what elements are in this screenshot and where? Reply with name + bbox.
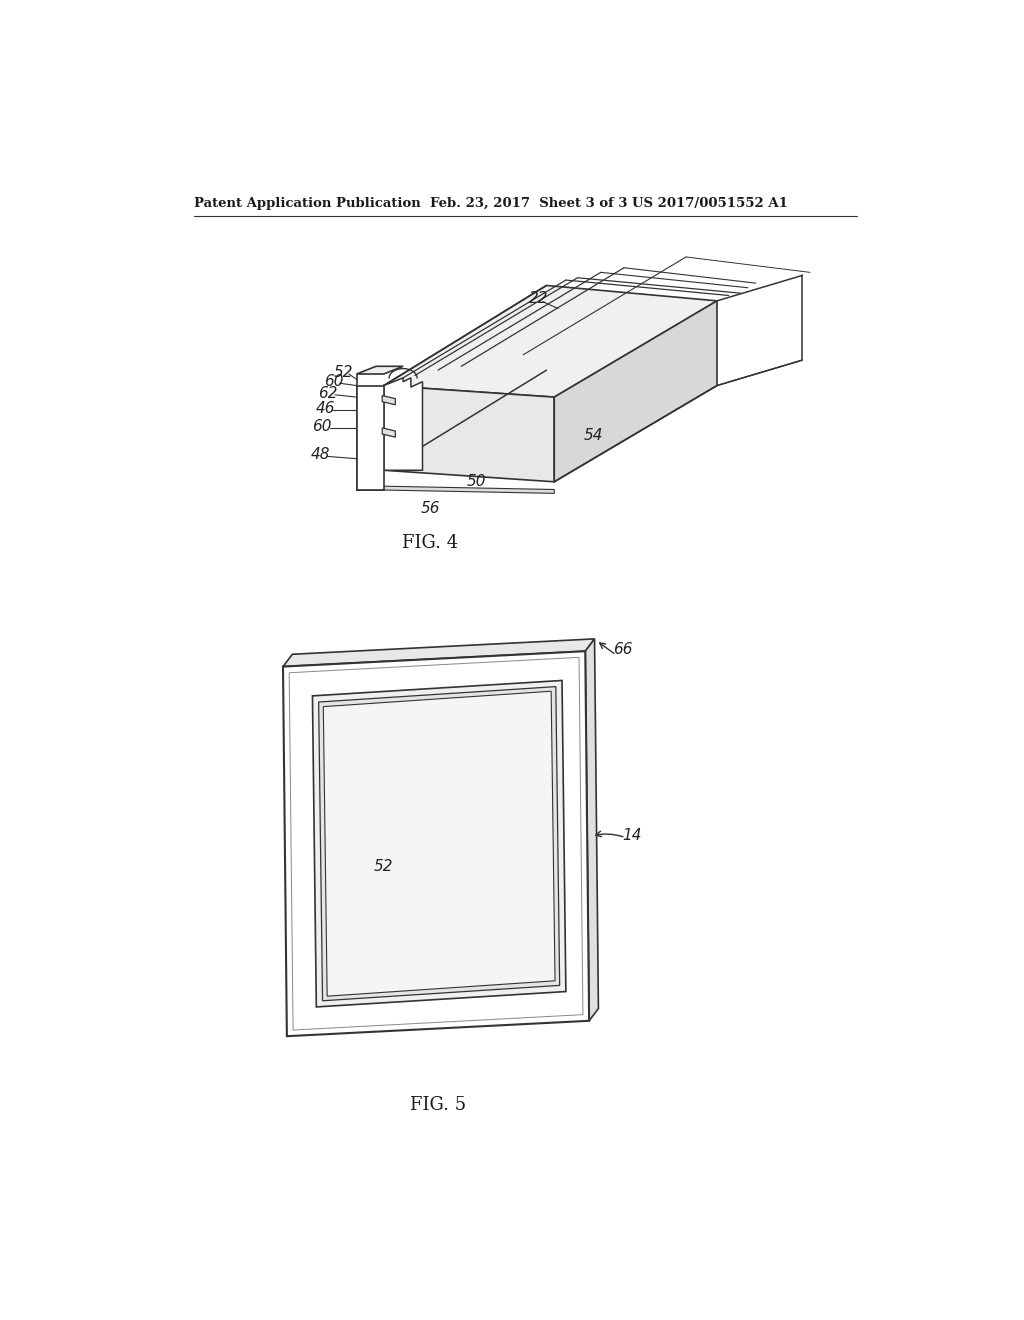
Polygon shape [382, 428, 395, 437]
Text: 46: 46 [315, 401, 336, 416]
Polygon shape [382, 396, 395, 405]
Polygon shape [283, 639, 595, 667]
Text: FIG. 5: FIG. 5 [410, 1097, 466, 1114]
Polygon shape [318, 686, 560, 1001]
Polygon shape [356, 486, 554, 494]
Text: US 2017/0051552 A1: US 2017/0051552 A1 [632, 197, 787, 210]
Text: Patent Application Publication: Patent Application Publication [194, 197, 421, 210]
Text: 54: 54 [584, 428, 603, 444]
Text: Feb. 23, 2017  Sheet 3 of 3: Feb. 23, 2017 Sheet 3 of 3 [430, 197, 628, 210]
Text: FIG. 4: FIG. 4 [402, 535, 459, 552]
Text: 48: 48 [310, 447, 330, 462]
Text: 52: 52 [374, 859, 393, 874]
Polygon shape [554, 301, 717, 482]
Polygon shape [586, 639, 598, 1020]
Text: 52: 52 [334, 364, 353, 380]
Text: 62: 62 [318, 385, 338, 401]
Polygon shape [312, 681, 566, 1007]
Polygon shape [356, 385, 384, 490]
Polygon shape [356, 367, 403, 374]
Text: 14: 14 [622, 829, 641, 843]
Polygon shape [384, 285, 717, 397]
Polygon shape [384, 378, 423, 470]
Polygon shape [283, 651, 589, 1036]
Text: 60: 60 [324, 374, 343, 389]
Text: 60: 60 [312, 418, 332, 434]
Text: 22: 22 [529, 290, 549, 306]
Text: 56: 56 [421, 502, 440, 516]
Text: 66: 66 [612, 642, 632, 657]
Polygon shape [324, 692, 555, 997]
Text: 50: 50 [467, 474, 486, 490]
Polygon shape [384, 385, 554, 482]
